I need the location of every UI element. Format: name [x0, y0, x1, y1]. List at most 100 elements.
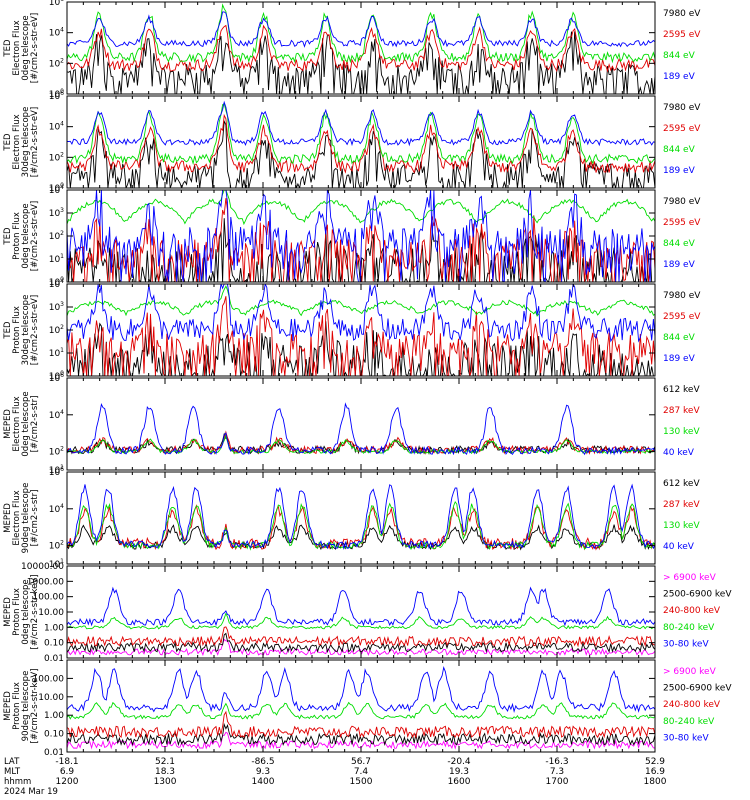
series-line-189-ev	[67, 284, 655, 343]
hhmm-tick-label: 1800	[644, 777, 667, 787]
traces	[67, 190, 655, 282]
y-tick-label: 100.00	[33, 593, 65, 603]
y-axis-label: Electron Flux	[12, 20, 22, 75]
y-tick-label: 104	[49, 409, 64, 421]
panel-meped-proton-0deg: 0.01 0.10 1.00 10.00 100.00 1000.00 10000.00 ME…	[3, 562, 732, 664]
legend-entry: 80-240 keV	[663, 717, 715, 727]
lat-tick-label: -18.1	[55, 757, 78, 767]
y-axis-label: TED	[3, 227, 13, 246]
traces	[67, 483, 655, 551]
y-tick-label: 103	[49, 301, 64, 313]
legend-entry: 189 eV	[663, 260, 696, 270]
legend-entry: 130 keV	[663, 427, 700, 437]
y-tick-label: 102	[49, 151, 64, 163]
y-axis-label: Electron Flux	[12, 490, 22, 545]
y-tick-label: 100.00	[33, 674, 65, 684]
y-tick-label: 10.00	[38, 608, 64, 618]
legend-entry: 2595 eV	[663, 124, 701, 134]
traces	[67, 284, 655, 376]
series-line-844-ev	[67, 285, 655, 317]
y-axis-label: 0deg telescope	[21, 391, 31, 456]
y-axis-label: Proton Flux	[12, 306, 22, 354]
y-tick-label: 0.10	[44, 639, 64, 649]
y-axis-label: Electron Flux	[12, 396, 22, 451]
y-axis-label: 30deg telescope	[21, 107, 31, 178]
series-line-30-80-kev	[67, 586, 655, 627]
lat-tick-label: 52.9	[645, 757, 665, 767]
y-tick-label: 101	[49, 253, 64, 265]
panel-meped-proton-90deg: 0.01 0.10 1.00 10.00 100.00 MEPED Proton Flux 9…	[3, 659, 732, 758]
y-axis-label: TED	[3, 133, 13, 152]
y-tick-label: 10000.00	[21, 562, 64, 572]
y-axis-label: MEPED	[3, 503, 13, 533]
y-axis-label: Proton Flux	[12, 682, 22, 730]
y-tick-label: 103	[49, 207, 64, 219]
hhmm-tick-label: 1400	[252, 777, 275, 787]
y-axis-label: Proton Flux	[12, 588, 22, 636]
y-axis-label: [#/cm2-s-str-keV]	[30, 575, 40, 650]
legend-entry: 612 keV	[663, 479, 700, 489]
y-tick-label: 102	[49, 57, 64, 69]
legend-entry: 189 eV	[663, 72, 696, 82]
y-axis-label: MEPED	[3, 597, 13, 627]
y-axis-label: MEPED	[3, 409, 13, 439]
y-axis-label: [#/cm2-s-str-keV]	[30, 669, 40, 744]
y-tick-label: 0.10	[44, 730, 64, 740]
legend-entry: 80-240 keV	[663, 623, 715, 633]
time-axis-row-label: hhmm	[4, 777, 31, 787]
y-tick-label: 104	[49, 503, 64, 515]
legend-entry: 30-80 keV	[663, 733, 709, 743]
series-line-7980-ev	[67, 119, 655, 188]
y-axis-label: 0deg telescope	[21, 579, 31, 644]
y-tick-label: 104	[49, 27, 64, 39]
y-axis-label: [#/cm2-s-str-eV]	[30, 107, 40, 177]
hhmm-tick-label: 1700	[546, 777, 569, 787]
series-line-30-80-kev	[67, 666, 655, 714]
legend-entry: 130 keV	[663, 521, 700, 531]
legend-entry: 2595 eV	[663, 30, 701, 40]
legend-entry: 287 keV	[663, 500, 700, 510]
panel-frame	[66, 377, 656, 471]
y-tick-label: 106	[49, 466, 64, 478]
legend-entry: 189 eV	[663, 166, 696, 176]
mlt-tick-label: 6.9	[60, 767, 75, 777]
series-line-240-800-kev	[67, 626, 655, 648]
mlt-tick-label: 19.3	[449, 767, 469, 777]
legend-entry: 189 eV	[663, 354, 696, 364]
series-line-2500-6900-kev	[67, 722, 655, 747]
legend-entry: > 6900 keV	[663, 667, 717, 677]
y-tick-label: 102	[49, 230, 64, 242]
y-tick-label: 101	[49, 347, 64, 359]
y-axis-label: MEPED	[3, 691, 13, 721]
traces	[67, 3, 655, 94]
y-tick-label: 104	[49, 278, 64, 290]
y-axis-label: 90deg telescope	[21, 671, 31, 742]
series-line-189-ev	[67, 100, 655, 147]
y-tick-label: 102	[49, 324, 64, 336]
y-axis-label: [#/cm2-s-str-eV]	[30, 13, 40, 83]
legend-entry: 2595 eV	[663, 218, 701, 228]
y-tick-label: 104	[49, 121, 64, 133]
y-tick-label: 10.00	[38, 693, 64, 703]
legend-entry: 2500-6900 keV	[663, 590, 732, 600]
legend-entry: 612 keV	[663, 385, 700, 395]
hhmm-tick-label: 1600	[448, 777, 471, 787]
lat-tick-label: -86.5	[251, 757, 274, 767]
legend-entry: 240-800 keV	[663, 700, 721, 710]
lat-tick-label: 52.1	[155, 757, 175, 767]
y-tick-label: 1.00	[44, 711, 64, 721]
series-line-189-ev	[67, 190, 655, 282]
y-tick-label: 0.01	[44, 654, 64, 664]
y-axis-label: TED	[3, 39, 13, 58]
time-axis-row-label: MLT	[4, 767, 21, 777]
time-axis-row-label: LAT	[4, 757, 20, 767]
legend-entry: 240-800 keV	[663, 606, 721, 616]
y-axis-label: Proton Flux	[12, 212, 22, 260]
series-line-2500-6900-kev	[67, 632, 655, 654]
legend-entry: 7980 eV	[663, 291, 701, 301]
y-axis-label: Electron Flux	[12, 114, 22, 169]
mlt-tick-label: 7.3	[550, 767, 564, 777]
